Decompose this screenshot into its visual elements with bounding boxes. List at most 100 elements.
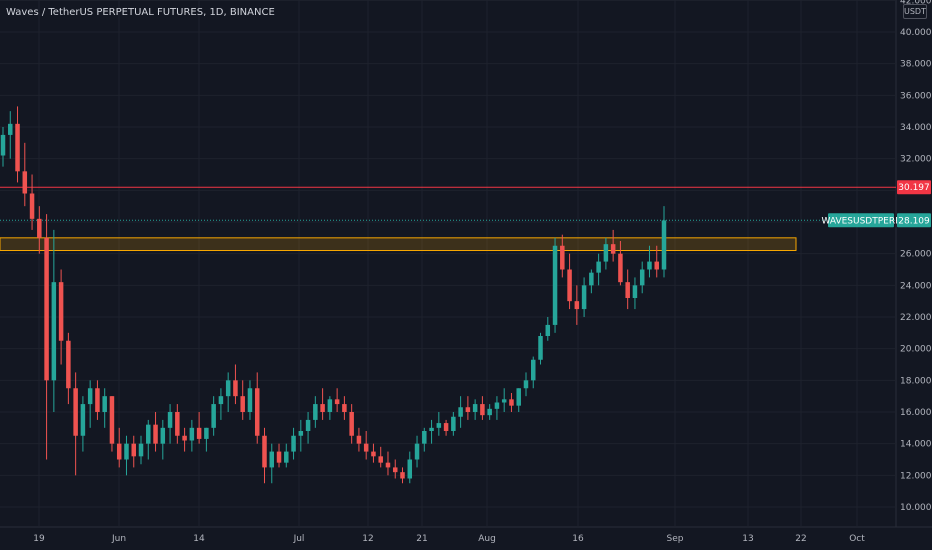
candle-body xyxy=(182,435,187,441)
candle-body xyxy=(146,424,151,444)
candle-body xyxy=(44,237,49,381)
candle xyxy=(545,316,551,341)
candle-body xyxy=(109,396,115,444)
candle-body xyxy=(196,427,202,439)
candle xyxy=(436,411,442,436)
candle-body xyxy=(414,443,420,460)
candle-body xyxy=(218,396,224,405)
candle xyxy=(334,388,340,412)
candle xyxy=(29,174,35,230)
candle-body xyxy=(458,407,463,417)
candles xyxy=(0,106,667,484)
resistance-label-text: 30.197 xyxy=(898,183,930,193)
candle xyxy=(385,451,391,476)
candle-body xyxy=(400,472,405,479)
candle xyxy=(567,253,572,310)
candle xyxy=(233,364,238,405)
candle-body xyxy=(429,427,434,431)
candle xyxy=(269,443,275,484)
price-tick-label: 40.000 xyxy=(900,28,932,38)
candle xyxy=(443,419,449,436)
time-tick-label: 21 xyxy=(416,534,427,544)
candle xyxy=(327,396,333,420)
candle xyxy=(610,229,616,262)
candle-body xyxy=(51,282,57,381)
candle xyxy=(494,396,500,420)
price-tick-label: 34.000 xyxy=(900,123,932,133)
candle xyxy=(407,451,413,484)
candle xyxy=(429,419,434,444)
unit-button[interactable]: USDT xyxy=(903,4,927,19)
candle-body xyxy=(342,404,347,412)
candle xyxy=(371,443,376,463)
candle xyxy=(560,234,565,278)
candle-body xyxy=(647,261,652,270)
candle xyxy=(480,396,485,420)
candle xyxy=(73,372,78,476)
candle xyxy=(574,285,580,325)
candle xyxy=(625,269,630,310)
candle-body xyxy=(531,359,536,381)
candle-body xyxy=(516,388,521,406)
candle-body xyxy=(313,404,318,420)
grid-lines xyxy=(0,0,932,528)
candle xyxy=(182,427,187,452)
candle xyxy=(44,214,49,460)
candle xyxy=(313,396,318,428)
candle-body xyxy=(371,451,376,457)
candle-body xyxy=(153,424,158,444)
candle-body xyxy=(581,285,587,310)
candle-body xyxy=(480,404,485,416)
candle-body xyxy=(262,435,267,468)
candle xyxy=(509,392,514,412)
candle-body xyxy=(138,443,144,457)
candle xyxy=(95,380,100,420)
candle xyxy=(414,435,420,468)
candle xyxy=(661,206,667,278)
candle xyxy=(196,411,202,444)
price-tick-label: 32.000 xyxy=(900,155,932,165)
candle-body xyxy=(443,423,449,431)
price-tick-label: 38.000 xyxy=(900,60,932,70)
price-tick-label: 14.000 xyxy=(900,440,932,450)
candle-body xyxy=(610,244,616,254)
candle xyxy=(618,240,623,286)
candle-body xyxy=(233,380,238,397)
time-tick-label: 12 xyxy=(362,534,373,544)
candle xyxy=(400,467,405,484)
price-tick-label: 16.000 xyxy=(900,408,932,418)
candle-body xyxy=(523,380,529,389)
candle-body xyxy=(661,220,667,270)
symbol-label-bg xyxy=(828,213,894,228)
horizontal-levels xyxy=(0,186,896,221)
candle xyxy=(458,396,463,428)
candle-body xyxy=(589,272,594,286)
candle-body xyxy=(80,404,86,436)
candle xyxy=(262,427,267,484)
candle xyxy=(472,399,478,420)
candle-body xyxy=(407,459,413,479)
candle xyxy=(356,427,362,452)
candle xyxy=(538,332,543,365)
symbol-label-text: WAVESUSDTPERP xyxy=(821,216,901,226)
candle xyxy=(153,411,158,452)
candle-body xyxy=(567,269,572,302)
candle-body xyxy=(124,443,129,460)
candle xyxy=(320,388,325,420)
candle-body xyxy=(276,451,282,463)
candle xyxy=(501,388,507,412)
candle-body xyxy=(538,335,543,360)
candle-body xyxy=(422,430,427,444)
price-axis[interactable]: 10.000 12.000 14.000 16.000 18.000 20.000 22.0… xyxy=(900,0,932,513)
time-axis[interactable]: 19 Jun 14 Jul 12 21 Aug 16 Sep 13 22 Oct xyxy=(33,534,865,544)
candle-body xyxy=(509,399,514,406)
price-tick-label: 42.000 xyxy=(900,0,932,6)
time-tick-label: 16 xyxy=(572,534,584,544)
candle xyxy=(116,427,122,468)
candle-body xyxy=(73,388,78,436)
candle-body xyxy=(385,462,391,468)
candle xyxy=(298,419,304,452)
candle xyxy=(305,411,311,444)
